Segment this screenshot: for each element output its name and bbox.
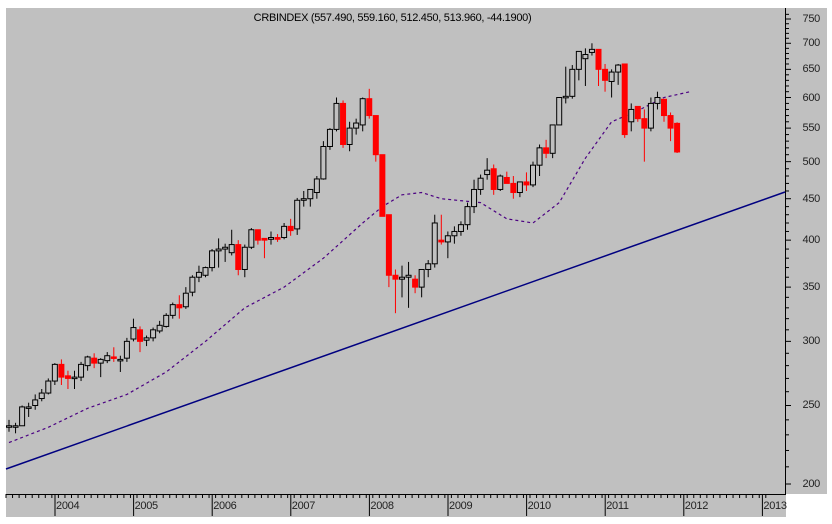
- x-tick-label: 2005: [134, 500, 159, 512]
- y-tick-label: 350: [802, 281, 821, 294]
- x-axis-panel: [6, 494, 786, 517]
- x-tick-label: 2013: [763, 500, 787, 512]
- chart-title: CRBINDEX (557.490, 559.160, 512.450, 513…: [253, 12, 532, 24]
- y-tick-label: 450: [802, 192, 821, 205]
- x-tick-label: 2008: [370, 500, 394, 512]
- y-tick-label: 200: [802, 478, 821, 490]
- y-tick-label: 600: [802, 91, 821, 104]
- x-tick-label: 2006: [213, 500, 237, 512]
- y-tick-label: 700: [802, 37, 821, 50]
- y-tick-label: 550: [802, 122, 821, 135]
- y-tick-label: 750: [802, 13, 821, 25]
- y-tick-label: 400: [802, 234, 821, 247]
- x-tick-label: 2009: [449, 500, 473, 512]
- x-tick-label: 2012: [684, 500, 709, 512]
- x-tick-label: 2011: [606, 500, 629, 512]
- x-tick-label: 2007: [291, 500, 316, 512]
- x-tick-label: 2010: [527, 500, 552, 512]
- y-tick-label: 650: [802, 63, 821, 76]
- x-tick-label: 2004: [56, 500, 80, 512]
- y-axis-panel: [785, 8, 827, 494]
- y-tick-label: 250: [802, 399, 821, 412]
- y-tick-label: 500: [802, 155, 821, 168]
- chart-plot-area: [6, 8, 785, 494]
- y-tick-label: 300: [802, 335, 821, 348]
